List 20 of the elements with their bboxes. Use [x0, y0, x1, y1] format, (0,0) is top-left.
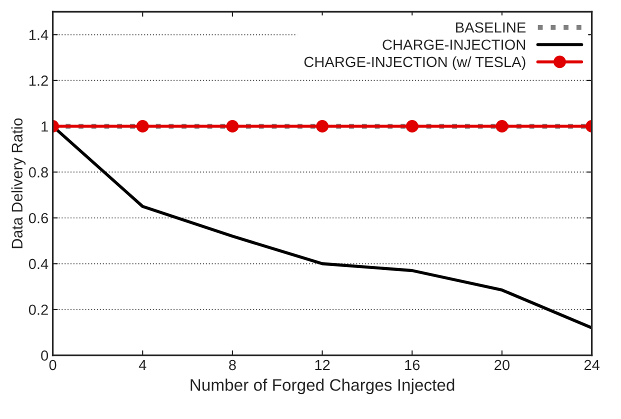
- x-axis-title: Number of Forged Charges Injected: [190, 378, 454, 394]
- x-tick-label: 16: [405, 360, 420, 370]
- legend-label: BASELINE: [456, 22, 526, 33]
- y-tick-label: 0.6: [28, 212, 48, 224]
- x-tick-label: 8: [229, 360, 236, 370]
- y-tick-label: 0.2: [28, 304, 48, 315]
- legend-label: CHARGE-INJECTION: [382, 40, 525, 50]
- y-tick-label: 0.8: [28, 167, 48, 178]
- x-tick-label: 4: [138, 360, 146, 370]
- y-axis-title: Data Delivery Ratio: [11, 118, 26, 248]
- x-tick-label: 0: [49, 360, 56, 370]
- x-tick-label: 20: [494, 360, 510, 370]
- y-tick-label: 1: [42, 122, 48, 132]
- legend-label: CHARGE-INJECTION (w/ TESLA): [304, 56, 526, 70]
- y-tick-label: 0: [41, 350, 48, 361]
- x-tick-label: 12: [315, 360, 330, 370]
- y-tick-label: 0.4: [28, 258, 48, 270]
- y-tick-label: 1.4: [29, 30, 48, 40]
- y-tick-label: 1.2: [29, 76, 48, 86]
- x-tick-label: 24: [584, 360, 600, 370]
